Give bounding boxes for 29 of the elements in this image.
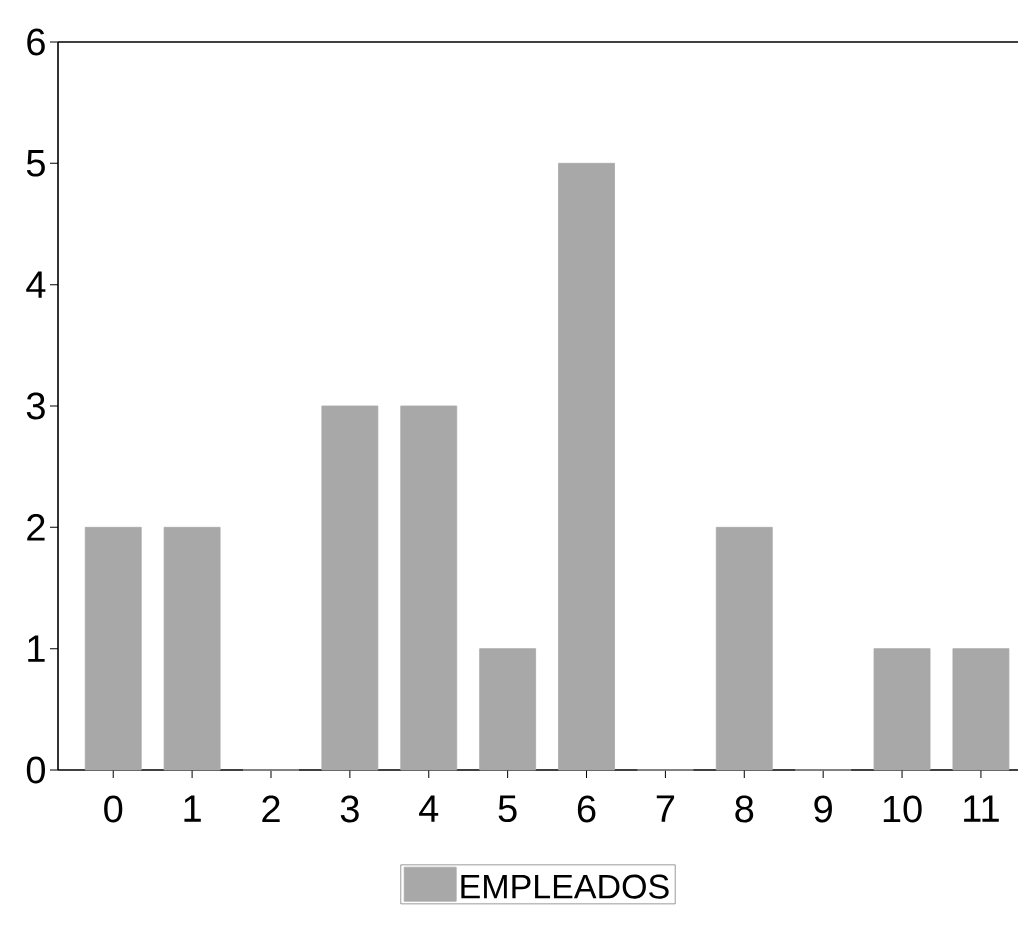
x-tick-label: 5 xyxy=(498,795,517,823)
bar xyxy=(715,526,773,771)
bar xyxy=(84,526,142,771)
x-tick-label: 8 xyxy=(735,795,754,823)
bar xyxy=(400,405,458,771)
bar xyxy=(558,162,615,771)
y-tick-label: 0 xyxy=(26,756,45,784)
x-tick-label: 0 xyxy=(104,795,123,823)
x-tick-label: 9 xyxy=(814,795,832,823)
x-tick-label: 4 xyxy=(419,795,439,822)
x-tick-label: 6 xyxy=(577,795,596,823)
y-tick-label: 4 xyxy=(26,271,46,298)
y-tick-label: 1 xyxy=(28,635,45,662)
bar xyxy=(321,405,379,771)
x-tick-label: 3 xyxy=(340,795,359,823)
x-tick-label: 10 xyxy=(883,795,922,823)
x-tick-label: 2 xyxy=(262,795,280,823)
y-tick-label: 5 xyxy=(26,150,45,177)
x-tick-label: 7 xyxy=(656,795,675,822)
bar xyxy=(873,648,931,771)
bar xyxy=(952,648,1010,771)
y-tick-label: 3 xyxy=(26,392,45,420)
y-tick-label: 6 xyxy=(27,28,45,56)
legend-label: EMPLEADOS xyxy=(461,874,669,899)
y-tick-label: 2 xyxy=(27,514,45,541)
x-tick-label: 11 xyxy=(964,795,999,822)
x-tick-label: 1 xyxy=(184,795,201,822)
bar xyxy=(163,526,221,771)
bar xyxy=(479,648,537,771)
